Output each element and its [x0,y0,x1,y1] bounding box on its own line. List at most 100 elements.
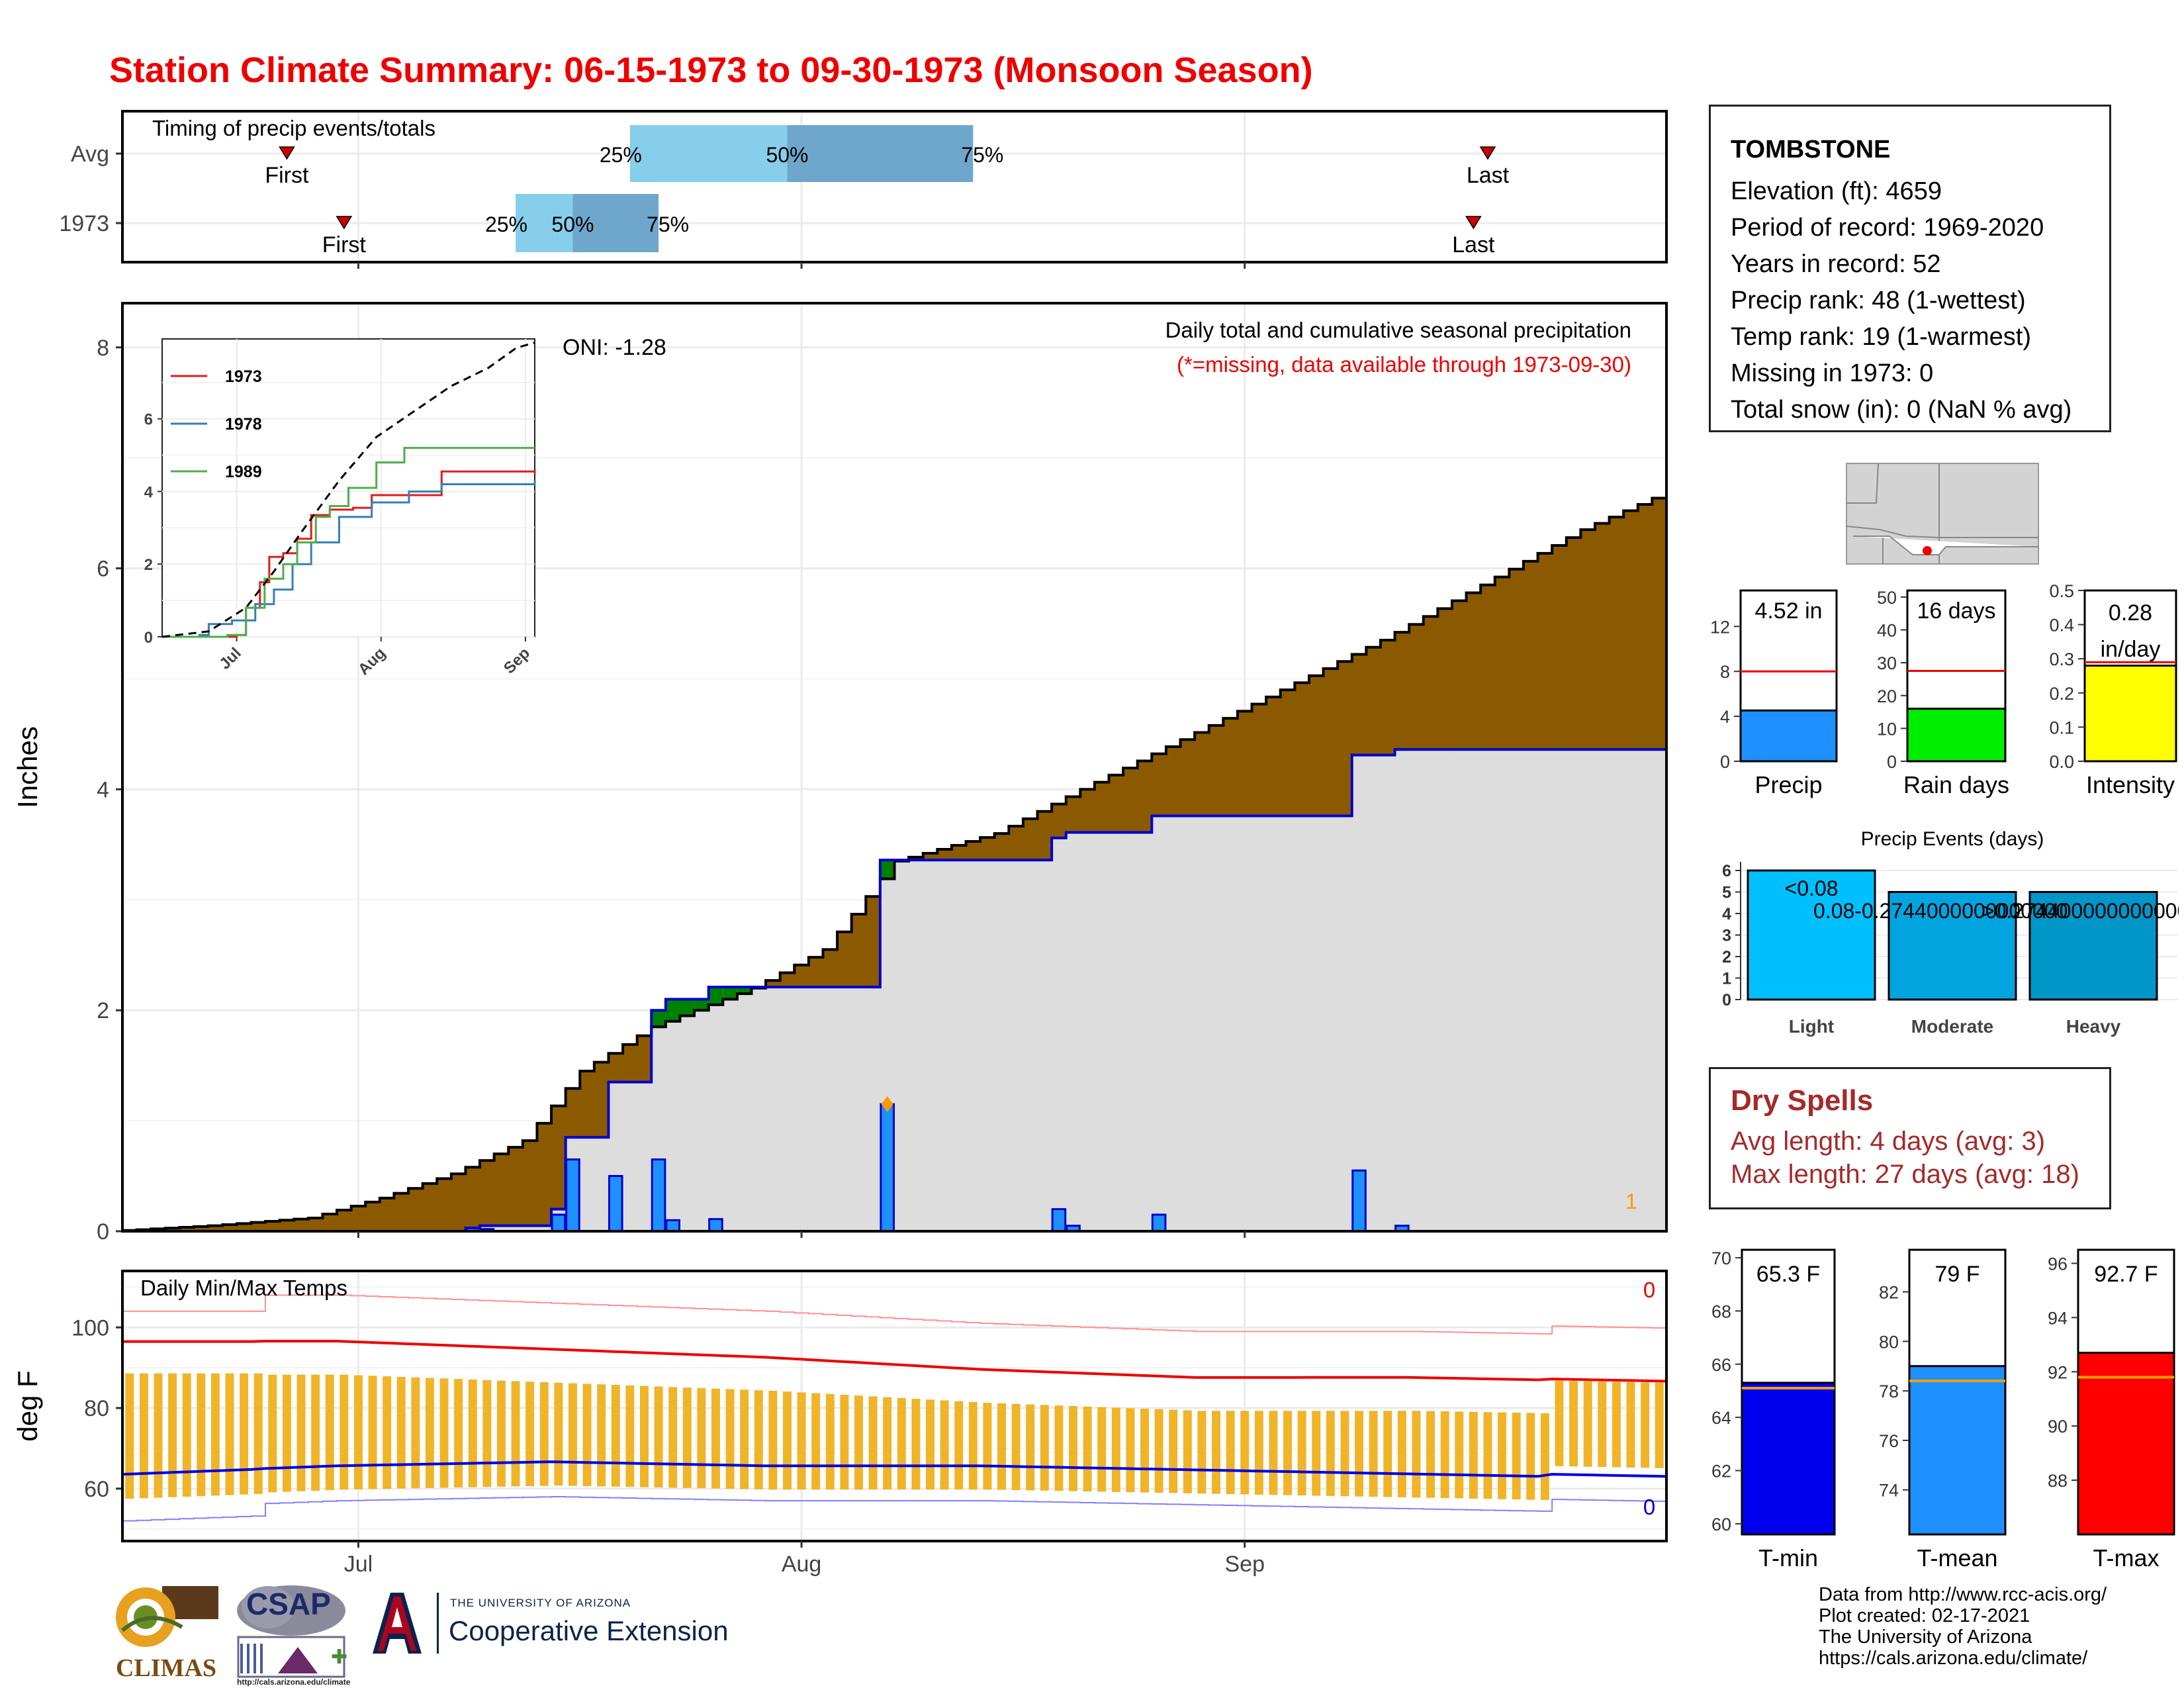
daily-temp-range-bar [1126,1408,1135,1493]
precip-deficit-area [823,949,838,988]
daily-temp-range-bar [911,1399,921,1490]
temp-bar-label: T-mean [1917,1544,1997,1571]
observed-cumulative-area [1466,749,1481,1231]
precip-deficit-area [1637,504,1653,750]
daily-temp-range-bar [868,1396,878,1490]
temp-bar-value-label: 79 F [1934,1262,1979,1287]
precip-surplus-area [880,860,895,879]
precip-surplus-area [737,987,752,994]
observed-cumulative-area [1295,816,1310,1231]
precip-deficit-area [236,1223,252,1231]
precip-deficit-area [1080,789,1095,833]
precip-events-bar [2028,891,2158,1001]
daily-temp-range-bar [954,1401,964,1490]
daily-temp-range-bar [668,1387,678,1488]
observed-cumulative-area [1237,816,1253,1231]
observed-cumulative-area [1152,816,1167,1231]
daily-temp-range-bar [983,1403,992,1490]
observed-cumulative-area [1323,816,1338,1231]
daily-temp-range-bar [554,1382,563,1486]
daily-temp-range-bar [840,1394,849,1490]
observed-cumulative-area [1094,832,1110,1231]
daily-temp-range-bar [268,1374,277,1493]
precip-deficit-area [394,1193,409,1231]
daily-temp-range-bar [1526,1413,1535,1500]
precip-events-y-tick-label: 1 [1722,970,1731,988]
observed-cumulative-area [1380,755,1396,1231]
observed-cumulative-area [1037,860,1052,1231]
precip-panel-subtitle: (*=missing, data available through 1973-… [1177,352,1631,377]
observed-cumulative-area [708,987,723,1231]
temp-panel-bg [122,1271,1666,1541]
daily-precip-bar [708,1218,723,1233]
daily-temp-range-bar [1498,1412,1507,1499]
precip-deficit-area [179,1227,195,1231]
observed-cumulative-area [1652,749,1667,1231]
timing-bar-q2 [629,125,788,182]
daily-temp-range-bar [1040,1405,1049,1491]
last-event-label: Last [1452,232,1495,258]
daily-temp-range-bar [225,1373,234,1495]
mini-bar-y-tick-label: 0.1 [2049,718,2074,737]
mini-bar-value [1906,708,2007,763]
inset-y-tick-label: 6 [144,411,153,429]
observed-cumulative-area [1523,749,1539,1231]
precip-panel-border [121,302,1668,1233]
daily-temp-range-bar [639,1385,649,1487]
precip-deficit-area [365,1201,381,1231]
dry-spells-box: Dry Spells Avg length: 4 days (avg: 3) M… [1709,1067,2111,1209]
daily-temp-range-bar [296,1374,306,1491]
daily-temp-range-bar [582,1383,592,1487]
daily-temp-range-bar [1583,1381,1592,1467]
daily-temp-range-bar [411,1377,420,1489]
observed-cumulative-area [1223,816,1238,1231]
precip-deficit-area [1409,624,1424,750]
precip-deficit-area [980,837,995,861]
daily-temp-range-bar [1555,1380,1564,1466]
observed-cumulative-area [1251,816,1267,1231]
daily-temp-range-bar [1641,1382,1650,1468]
ua-logo-top-text: THE UNIVERSITY OF ARIZONA [450,1597,631,1609]
precip-deficit-area [1180,739,1195,816]
precip-deficit-area [451,1174,467,1231]
temp-panel-border [121,1270,1668,1542]
precip-deficit-area [1052,804,1067,838]
daily-temp-range-bar [197,1373,206,1497]
precip-deficit-area [1009,826,1024,861]
observed-cumulative-area [780,987,795,1231]
precip-deficit-area [1223,718,1238,816]
mini-bar-y-tick-label: 0.0 [2049,752,2074,772]
station-snow: Total snow (in): 0 (NaN % avg) [1731,396,2072,424]
daily-temp-range-bar [383,1376,392,1489]
precip-deficit-area [422,1183,437,1231]
mini-bar-y-tick-label: 10 [1877,719,1897,739]
temp-bar-y-tick-label: 76 [1879,1431,1899,1451]
dry-spells-max: Max length: 27 days (avg: 18) [1731,1160,2079,1189]
precip-deficit-area [808,957,824,988]
precip-deficit-area [279,1220,295,1231]
daily-temp-range-bar [454,1379,463,1488]
daily-temp-range-bar [1440,1411,1449,1499]
observed-cumulative-area [751,987,766,1231]
daily-temp-range-bar [697,1387,706,1489]
daily-temp-range-bar [353,1375,363,1489]
daily-temp-range-bar [125,1373,134,1499]
avg-min-temp-line [122,1460,1667,1478]
daily-temp-range-bar [1512,1413,1521,1500]
observed-cumulative-area [1637,749,1653,1231]
precip-deficit-area [866,896,881,988]
precip-deficit-area [794,964,809,988]
daily-temp-range-bar [1083,1406,1092,1492]
daily-temp-range-bar [1097,1407,1107,1492]
daily-temp-range-bar [1111,1407,1120,1492]
temp-y-tick-label: 80 [84,1396,109,1421]
csap-logo-url: http://cals.arizona.edu/climate [237,1677,351,1687]
precip-events-y-tick-label: 0 [1722,991,1731,1009]
precip-deficit-area [1552,545,1567,750]
precip-deficit-area [594,1062,610,1138]
min-temp-missing-count: 0 [1643,1495,1655,1519]
x-axis-tick-label: Sep [1224,1552,1265,1577]
precip-events-category-label: Heavy [2066,1016,2121,1037]
climas-logo-graphic [116,1586,218,1647]
precip-deficit-area [1208,725,1224,816]
